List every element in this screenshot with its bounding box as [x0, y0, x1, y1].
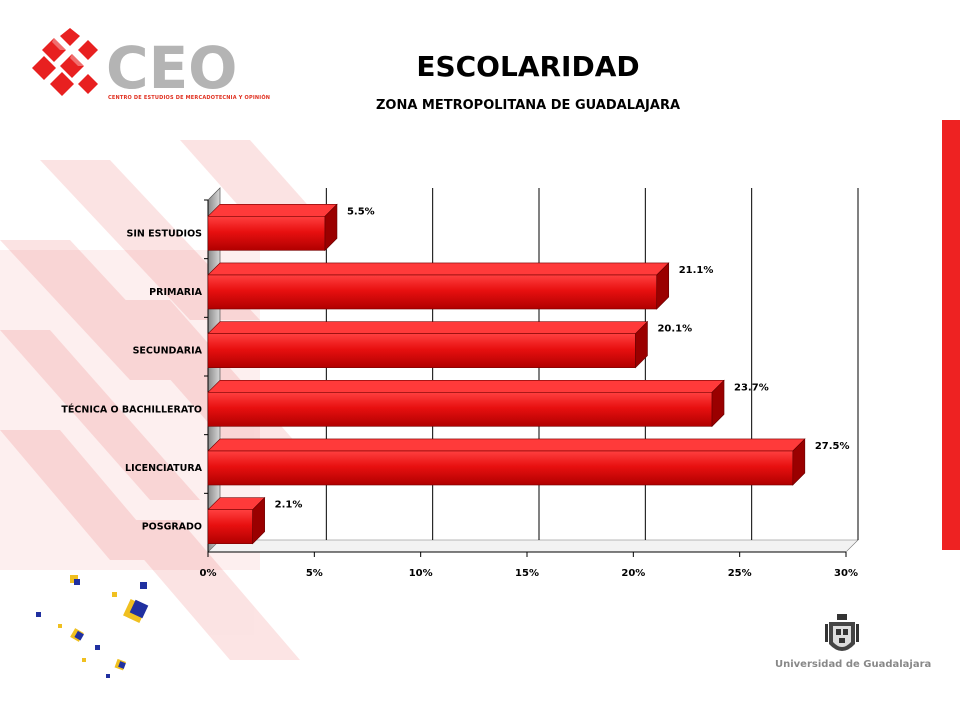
- page-subtitle: ZONA METROPOLITANA DE GUADALAJARA: [375, 98, 681, 113]
- x-tick-label: 10%: [409, 568, 433, 579]
- bar-top: [207, 321, 649, 334]
- bar: [207, 333, 636, 368]
- data-label: 23.7%: [734, 382, 769, 393]
- bar: [207, 274, 658, 310]
- category-label: POSGRADO: [142, 522, 202, 533]
- bar-side: [656, 262, 670, 310]
- bar-top: [207, 262, 670, 276]
- bar-side: [711, 379, 725, 428]
- bar: [207, 450, 794, 486]
- institution-name: Universidad de Guadalajara: [775, 659, 932, 670]
- category-label: TÉCNICA O BACHILLERATO: [61, 403, 202, 415]
- x-tick-label: 20%: [621, 568, 645, 579]
- category-label: PRIMARIA: [149, 287, 202, 298]
- x-tick-label: 5%: [306, 568, 323, 579]
- bar-side: [252, 496, 265, 545]
- ceo-logo: CEO: [32, 28, 238, 102]
- decorative-cubes: [36, 575, 149, 678]
- category-label: SIN ESTUDIOS: [127, 228, 203, 239]
- svg-text:CEO: CEO: [106, 34, 238, 102]
- data-label: 21.1%: [679, 265, 714, 276]
- x-tick-label: 25%: [728, 568, 752, 579]
- udg-crest: [825, 614, 859, 651]
- ceo-tagline: CENTRO DE ESTUDIOS DE MERCADOTECNIA Y OP…: [108, 95, 271, 101]
- bar: [207, 509, 253, 544]
- bar: [207, 392, 713, 427]
- data-label: 5.5%: [347, 206, 375, 217]
- bar-side: [324, 203, 338, 252]
- category-label: SECUNDARIA: [133, 346, 203, 357]
- category-label: LICENCIATURA: [125, 463, 203, 474]
- accent-strip: [942, 120, 960, 550]
- x-tick-label: 0%: [200, 568, 217, 579]
- bar: [207, 216, 326, 251]
- chart-floor: [207, 539, 859, 553]
- bar-top: [207, 438, 806, 452]
- bar-top: [207, 204, 338, 217]
- data-label: 2.1%: [275, 500, 303, 511]
- x-tick-label: 30%: [834, 568, 858, 579]
- bar-top: [207, 380, 725, 393]
- data-label: 27.5%: [815, 441, 850, 452]
- bar-side: [635, 320, 648, 369]
- data-label: 20.1%: [657, 324, 692, 335]
- x-tick-label: 15%: [515, 568, 539, 579]
- bar-side: [792, 438, 806, 486]
- page-title: ESCOLARIDAD: [416, 50, 640, 83]
